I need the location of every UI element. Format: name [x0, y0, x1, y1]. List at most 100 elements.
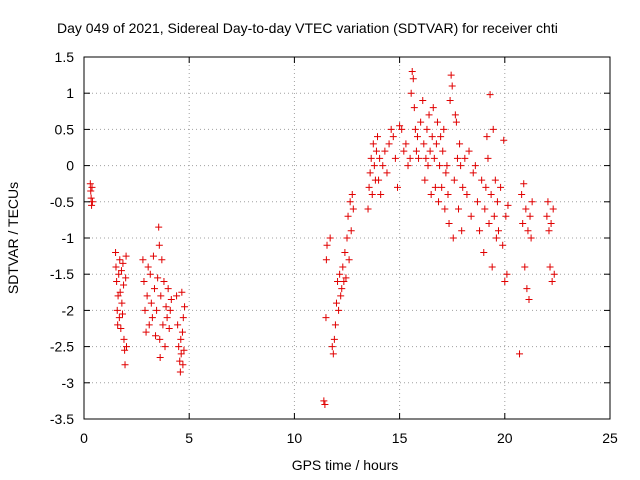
data-point	[463, 191, 471, 199]
data-point	[413, 133, 421, 141]
data-point	[420, 140, 428, 148]
data-point	[502, 212, 510, 220]
data-point	[410, 104, 418, 112]
chart-title: Day 049 of 2021, Sidereal Day-to-day VTE…	[57, 20, 558, 36]
data-point	[480, 248, 488, 256]
data-point	[445, 220, 453, 228]
y-tick-label: 0.5	[55, 121, 75, 137]
data-point	[372, 147, 380, 155]
y-tick-label: -3.5	[50, 411, 74, 427]
data-point	[499, 241, 507, 249]
data-point	[338, 285, 346, 293]
data-point	[471, 162, 479, 170]
data-point	[421, 176, 429, 184]
data-point	[459, 183, 467, 191]
data-point	[335, 306, 343, 314]
y-tick-label: 1.5	[55, 49, 75, 65]
data-point	[411, 125, 419, 133]
data-point	[348, 191, 356, 199]
data-point	[430, 154, 438, 162]
data-point	[437, 133, 445, 141]
data-point	[488, 263, 496, 271]
data-point	[446, 96, 454, 104]
data-point	[164, 285, 172, 293]
data-point	[497, 183, 505, 191]
data-point	[343, 234, 351, 242]
data-point	[424, 162, 432, 170]
data-point	[441, 205, 449, 213]
data-point	[329, 350, 337, 358]
data-point	[406, 154, 414, 162]
data-point	[179, 361, 187, 369]
data-point	[400, 147, 408, 155]
data-point	[367, 154, 375, 162]
y-tick-label: 1	[66, 85, 74, 101]
data-point	[88, 201, 96, 209]
data-point	[177, 350, 185, 358]
data-point	[451, 111, 459, 119]
data-point	[545, 227, 553, 235]
data-point	[181, 303, 189, 311]
data-point	[121, 361, 129, 369]
data-point	[461, 154, 469, 162]
data-point	[543, 212, 551, 220]
data-point	[522, 205, 530, 213]
data-point	[113, 277, 121, 285]
data-point	[121, 346, 129, 354]
y-tick-label: -1	[62, 230, 75, 246]
data-point	[155, 223, 163, 231]
data-point	[500, 136, 508, 144]
data-point	[328, 343, 336, 351]
data-point	[119, 259, 127, 267]
data-point	[404, 162, 412, 170]
x-tick-label: 15	[392, 430, 408, 446]
data-point	[547, 220, 555, 228]
data-point	[550, 270, 558, 278]
data-point	[120, 281, 128, 289]
data-point	[177, 335, 185, 343]
data-point	[433, 118, 441, 126]
data-point	[487, 191, 495, 199]
data-point	[374, 133, 382, 141]
data-point	[176, 357, 184, 365]
data-point	[452, 118, 460, 126]
data-point	[467, 212, 475, 220]
data-point	[442, 169, 450, 177]
data-point	[476, 227, 484, 235]
x-tick-label: 0	[80, 430, 88, 446]
data-point	[449, 234, 457, 242]
data-point	[156, 353, 164, 361]
data-point	[141, 306, 149, 314]
data-point	[336, 270, 344, 278]
data-point	[123, 343, 131, 351]
data-point	[518, 191, 526, 199]
data-point	[175, 343, 183, 351]
data-point	[158, 256, 166, 264]
x-tick-label: 20	[497, 430, 513, 446]
y-tick-label: -2.5	[50, 339, 74, 355]
data-point	[147, 299, 155, 307]
data-point	[122, 274, 130, 282]
data-point	[409, 75, 417, 83]
data-point	[323, 241, 331, 249]
data-point	[331, 321, 339, 329]
data-point	[444, 191, 452, 199]
y-tick-label: -2	[62, 302, 75, 318]
data-point	[523, 285, 531, 293]
x-tick-label: 5	[185, 430, 193, 446]
data-point	[520, 180, 528, 188]
data-point	[458, 227, 466, 235]
data-point	[491, 176, 499, 184]
data-point	[140, 277, 148, 285]
data-point	[321, 401, 329, 409]
data-point	[149, 252, 157, 260]
data-point	[143, 292, 151, 300]
data-point	[146, 270, 154, 278]
data-point	[330, 335, 338, 343]
data-point	[504, 201, 512, 209]
axis-ticks	[83, 56, 611, 420]
y-tick-label: -0.5	[50, 194, 74, 210]
data-point	[163, 314, 171, 322]
data-point	[417, 118, 425, 126]
data-point	[161, 343, 169, 351]
